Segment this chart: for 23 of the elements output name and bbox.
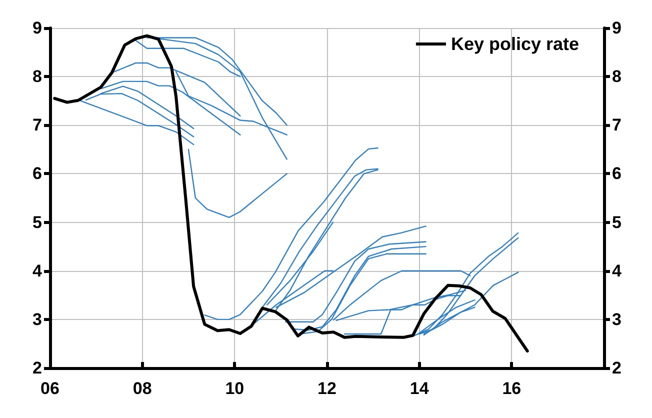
y2-tick-label: 3: [612, 310, 622, 329]
x-tick-label: 06: [40, 379, 60, 398]
y2-tick-label: 2: [612, 358, 622, 378]
y-tick-label: 3: [32, 310, 42, 329]
y-tick-label: 7: [32, 116, 42, 135]
y2-tick-label: 5: [612, 212, 622, 232]
y2-tick-label: 8: [612, 67, 622, 86]
y-tick-label: 9: [32, 18, 42, 38]
y2-tick-label: 7: [612, 116, 622, 135]
y-tick-label: 6: [32, 164, 42, 184]
y-tick-label: 5: [32, 212, 42, 232]
x-tick-label: 16: [502, 379, 522, 398]
y2-tick-label: 6: [612, 164, 622, 184]
x-tick-label: 14: [410, 379, 430, 398]
legend-label: Key policy rate: [450, 34, 580, 54]
y-tick-label: 4: [32, 261, 43, 280]
y2-tick-label: 4: [612, 261, 622, 280]
x-tick-label: 12: [318, 379, 336, 398]
y-tick-label: 2: [32, 358, 42, 378]
x-tick-label: 08: [132, 379, 152, 398]
y2-tick-label: 9: [612, 18, 622, 38]
y-tick-label: 8: [32, 67, 42, 86]
x-tick-label: 10: [225, 379, 244, 398]
